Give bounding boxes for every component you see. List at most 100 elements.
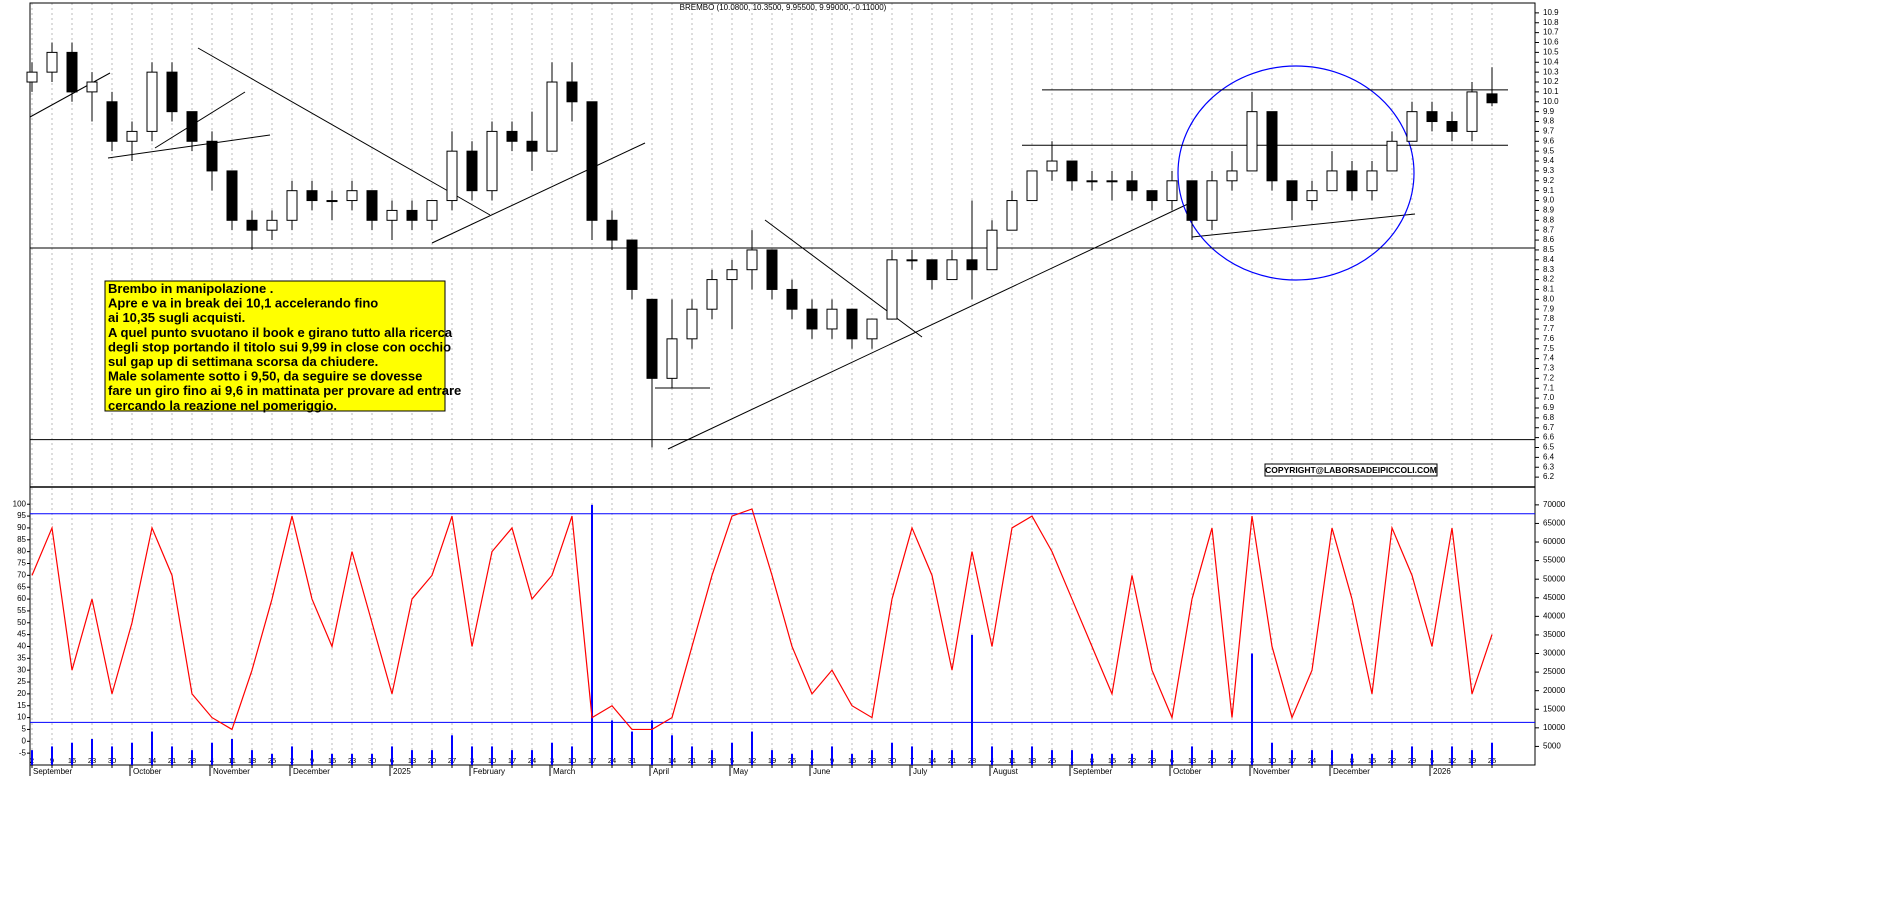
y-tick-label: 9.2 xyxy=(1543,176,1555,185)
candle-body xyxy=(466,150,478,192)
candle-body xyxy=(186,111,198,142)
y-tick-label: 90 xyxy=(17,523,26,532)
annotation-line: Apre e va in break dei 10,1 accelerando … xyxy=(108,296,378,311)
month-label: July xyxy=(913,767,927,776)
y2-tick-label: 45000 xyxy=(1543,593,1566,602)
y2-tick-label: 15000 xyxy=(1543,704,1566,713)
candle-body xyxy=(1186,180,1198,221)
month-label: June xyxy=(813,767,831,776)
candle-body xyxy=(326,200,338,203)
candle-body xyxy=(126,130,138,142)
y-tick-label: 7.5 xyxy=(1543,344,1555,353)
y-tick-label: 8.2 xyxy=(1543,275,1555,284)
y-tick-label: 9.0 xyxy=(1543,196,1555,205)
candle-body xyxy=(166,71,178,113)
frame xyxy=(29,2,1536,766)
month-label: November xyxy=(213,767,250,776)
y-tick-label: 9.5 xyxy=(1543,146,1555,155)
y-tick-label: 9.1 xyxy=(1543,186,1555,195)
candle-body xyxy=(726,269,738,281)
candle-body xyxy=(1146,190,1158,202)
trendlines xyxy=(29,47,1416,450)
y-tick-label: -5 xyxy=(19,748,27,757)
candle-body xyxy=(766,249,778,290)
y-tick-label: 9.9 xyxy=(1543,107,1555,116)
candle-body xyxy=(406,209,418,221)
chart-title: BREMBO (10.0800, 10.3500, 9.95500, 9.990… xyxy=(680,3,887,12)
candle-body xyxy=(266,219,278,231)
y2-tick-label: 5000 xyxy=(1543,742,1561,751)
candle-body xyxy=(566,81,578,103)
y-tick-label: 9.3 xyxy=(1543,166,1555,175)
y2-tick-label: 35000 xyxy=(1543,630,1566,639)
y-tick-label: 5 xyxy=(22,725,27,734)
candle-body xyxy=(686,308,698,340)
candle-body xyxy=(1466,91,1478,132)
y-tick-label: 8.9 xyxy=(1543,206,1555,215)
candle-body xyxy=(826,308,838,330)
candle-body xyxy=(626,239,638,290)
y-tick-label: 8.6 xyxy=(1543,235,1555,244)
y-tick-label: 6.5 xyxy=(1543,443,1555,452)
month-label: April xyxy=(653,767,669,776)
month-label: September xyxy=(33,767,72,776)
annotation-line: Male solamente sotto i 9,50, da seguire … xyxy=(108,369,422,384)
candle-body xyxy=(286,190,298,221)
copyright: COPYRIGHT@LABORSADEIPICCOLI.COM xyxy=(1265,465,1437,475)
y-tick-label: 8.7 xyxy=(1543,225,1555,234)
candle-body xyxy=(1246,111,1258,172)
y-tick-label: 10.0 xyxy=(1543,97,1559,106)
y-tick-label: 8.3 xyxy=(1543,265,1555,274)
y-tick-label: 6.9 xyxy=(1543,403,1555,412)
y-tick-label: 10.9 xyxy=(1543,8,1559,17)
y-tick-label: 9.6 xyxy=(1543,136,1555,145)
y-tick-label: 10.8 xyxy=(1543,18,1559,27)
y-tick-label: 10.2 xyxy=(1543,77,1559,86)
candle-body xyxy=(546,81,558,152)
candle-body xyxy=(386,209,398,221)
candle-body xyxy=(1206,180,1218,221)
candle-body xyxy=(586,101,598,221)
candle-body xyxy=(306,190,318,202)
y-tick-label: 6.4 xyxy=(1543,452,1555,461)
candle-body xyxy=(926,259,938,281)
copyright-box xyxy=(1264,463,1438,477)
candle-body xyxy=(106,101,118,142)
candle-body xyxy=(446,150,458,202)
candle-body xyxy=(706,279,718,310)
candle-body xyxy=(1326,170,1338,192)
candle-body xyxy=(1226,170,1238,182)
y-tick-label: 35 xyxy=(17,653,26,662)
y-tick-label: 30 xyxy=(17,665,26,674)
y-tick-label: 10.6 xyxy=(1543,38,1559,47)
y-tick-label: 7.4 xyxy=(1543,354,1555,363)
y-tick-label: 65 xyxy=(17,582,26,591)
y-tick-label: 70 xyxy=(17,570,26,579)
y-tick-label: 7.2 xyxy=(1543,373,1555,382)
candle-body xyxy=(606,219,618,241)
annotation-line: Brembo in manipolazione . xyxy=(108,281,273,296)
candle-body xyxy=(1486,93,1498,104)
trendline xyxy=(197,47,491,216)
candle-body xyxy=(1026,170,1038,202)
trendline xyxy=(29,72,111,118)
y-tick-label: 9.8 xyxy=(1543,117,1555,126)
month-label: November xyxy=(1253,767,1290,776)
y-tick-label: 10.3 xyxy=(1543,67,1559,76)
candle-body xyxy=(246,219,258,231)
y-tick-label: 8.5 xyxy=(1543,245,1555,254)
y-tick-label: 95 xyxy=(17,511,26,520)
candle-body xyxy=(46,51,58,73)
oscillator-line xyxy=(31,508,1493,731)
y-tick-label: 45 xyxy=(17,630,26,639)
y-tick-label: 7.8 xyxy=(1543,314,1555,323)
candle-body xyxy=(486,130,498,192)
y-tick-label: 6.2 xyxy=(1543,472,1555,481)
candle-body xyxy=(1046,160,1058,172)
candle-body xyxy=(966,259,978,271)
y-tick-label: 75 xyxy=(17,559,26,568)
month-label: 2025 xyxy=(393,767,411,776)
y2-tick-label: 70000 xyxy=(1543,500,1566,509)
y-tick-label: 85 xyxy=(17,535,26,544)
y-tick-label: 40 xyxy=(17,642,26,651)
